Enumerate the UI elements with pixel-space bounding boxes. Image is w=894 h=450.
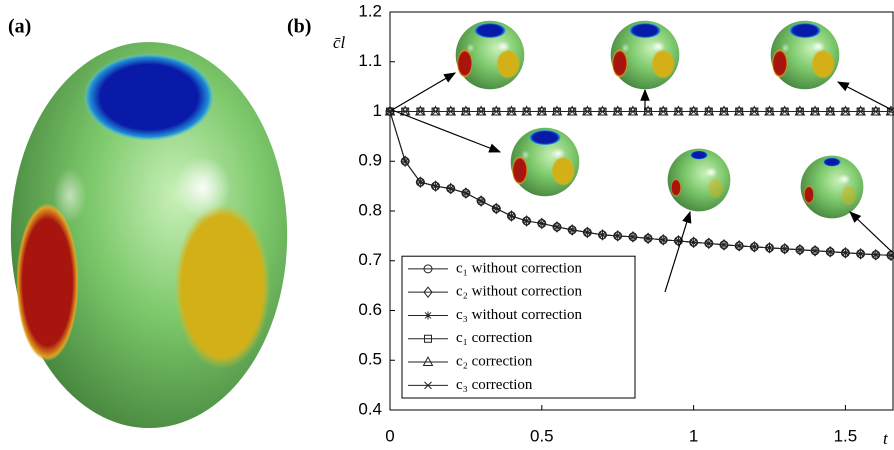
marker — [857, 250, 865, 258]
marker — [416, 178, 424, 186]
panel-label: (b) — [287, 16, 311, 38]
legend-label: c₃ correction — [456, 377, 533, 393]
arrow — [392, 110, 500, 152]
inset-sphere — [801, 156, 864, 219]
y-tick-label: 1.1 — [358, 51, 382, 70]
y-tick-label: 0.5 — [358, 350, 382, 369]
marker — [826, 248, 834, 256]
marker — [841, 249, 849, 257]
marker — [614, 232, 622, 240]
marker — [492, 205, 500, 213]
marker — [644, 234, 652, 242]
legend-label: c₂ correction — [456, 353, 533, 369]
arrow — [392, 73, 455, 110]
y-tick-label: 0.7 — [358, 250, 382, 269]
marker — [705, 239, 713, 247]
panel-label: (a) — [8, 16, 31, 38]
marker — [507, 212, 515, 220]
x-axis-label: t — [883, 429, 889, 448]
inset-sphere — [611, 21, 680, 90]
marker — [401, 157, 409, 165]
inset-sphere — [771, 21, 840, 90]
x-tick-label: 0.5 — [530, 426, 554, 445]
marker — [781, 245, 789, 253]
marker — [432, 182, 440, 190]
arrow — [838, 82, 892, 110]
marker — [735, 242, 743, 250]
y-tick-label: 0.9 — [358, 151, 382, 170]
y-tick-label: 0.8 — [358, 200, 382, 219]
y-tick-label: 0.6 — [358, 300, 382, 319]
marker — [523, 217, 531, 225]
marker — [872, 251, 880, 259]
marker — [447, 185, 455, 193]
marker — [599, 231, 607, 239]
marker — [796, 246, 804, 254]
marker — [538, 219, 546, 227]
marker — [690, 238, 698, 246]
y-tick-label: 0.4 — [358, 399, 382, 418]
x-tick-label: 1.5 — [834, 426, 858, 445]
legend: c₁ without correction c₂ without correcti… — [402, 256, 635, 398]
marker — [750, 243, 758, 251]
legend-label: c₃ without correction — [456, 307, 583, 323]
marker — [811, 247, 819, 255]
marker — [568, 226, 576, 234]
marker — [766, 244, 774, 252]
marker — [720, 241, 728, 249]
inset-sphere — [511, 128, 580, 197]
marker — [553, 223, 561, 231]
legend-label: c₂ without correction — [456, 284, 583, 300]
marker — [462, 189, 470, 197]
legend-label: c₁ correction — [456, 330, 533, 346]
arrow — [850, 212, 892, 252]
marker — [424, 311, 432, 319]
inset-sphere — [668, 149, 731, 212]
y-tick-label: 1.2 — [358, 1, 382, 20]
figure: (a) (b) 0.4 0.5 0.6 0.7 0.8 0.9 1 1.1 1.2 0 0.5 1 1.… — [0, 0, 894, 450]
y-axis-label: c̄l — [333, 33, 346, 52]
y-tick-label: 1 — [373, 101, 382, 120]
marker — [629, 233, 637, 241]
marker — [583, 228, 591, 236]
inset-sphere — [456, 21, 525, 90]
sphere-render — [11, 42, 287, 428]
x-tick-label: 0 — [385, 426, 394, 445]
legend-label: c₁ without correction — [456, 260, 583, 276]
marker — [659, 236, 667, 244]
marker — [477, 197, 485, 205]
arrow — [665, 212, 690, 292]
x-tick-label: 1 — [689, 426, 698, 445]
